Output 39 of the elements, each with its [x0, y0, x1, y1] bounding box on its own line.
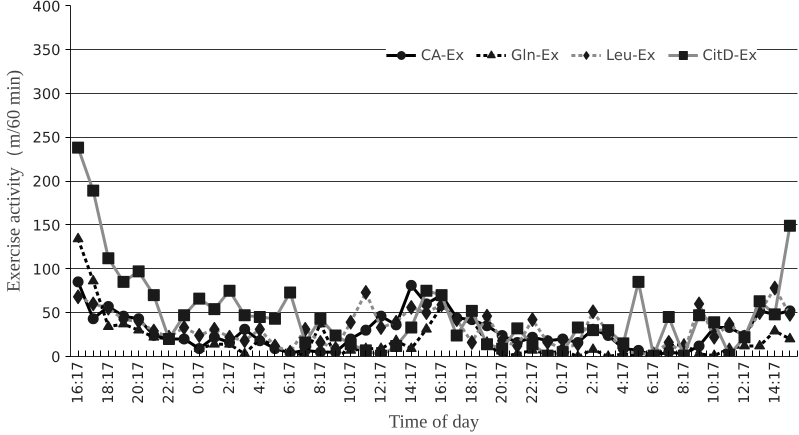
- x-tick-label: 2:17: [584, 361, 602, 394]
- y-axis-title: Exercise activity（m/60 min): [4, 70, 25, 292]
- legend-label: Leu-Ex: [606, 46, 656, 64]
- x-tick-label: 10:17: [706, 361, 723, 404]
- x-tick-label: 0:17: [190, 361, 208, 394]
- x-tick-label: 4:17: [614, 361, 632, 394]
- x-tick-label: 8:17: [312, 361, 329, 394]
- x-tick-label: 22:17: [524, 361, 541, 404]
- legend-label: CitD-Ex: [702, 46, 757, 64]
- x-tick-label: 18:17: [463, 361, 480, 404]
- legend-label: CA-Ex: [420, 46, 464, 64]
- x-tick-label: 16:17: [70, 361, 87, 404]
- y-tick-label: 250: [32, 130, 61, 147]
- x-tick-label: 2:17: [221, 361, 238, 394]
- y-tick-label: 300: [32, 86, 61, 103]
- y-tick-label: 0: [51, 349, 61, 366]
- x-tick-label: 6:17: [645, 361, 662, 394]
- x-tick-label: 14:17: [766, 361, 784, 404]
- x-tick-label: 14:17: [402, 361, 420, 404]
- x-tick-label: 4:17: [251, 361, 268, 394]
- x-tick-label: 20:17: [130, 361, 148, 404]
- x-tick-label: 20:17: [494, 361, 511, 404]
- x-tick-label: 18:17: [100, 361, 117, 404]
- x-tick-label: 10:17: [342, 361, 360, 404]
- y-tick-label: 50: [42, 305, 61, 322]
- y-tick-label: 400: [32, 0, 61, 16]
- x-tick-label: 16:17: [433, 361, 450, 404]
- y-tick-label: 100: [32, 261, 61, 278]
- y-tick-label: 350: [32, 42, 61, 59]
- y-tick-label: 150: [32, 217, 61, 234]
- x-tick-label: 22:17: [160, 361, 178, 404]
- y-tick-label: 200: [32, 174, 61, 190]
- x-tick-label: 12:17: [736, 361, 753, 404]
- legend-label: Gln-Ex: [511, 46, 559, 64]
- x-tick-label: 0:17: [554, 361, 572, 394]
- x-tick-label: 6:17: [282, 361, 299, 394]
- x-tick-label: 8:17: [675, 361, 692, 394]
- x-tick-label: 12:17: [372, 361, 390, 404]
- x-axis-title: Time of day: [388, 412, 480, 433]
